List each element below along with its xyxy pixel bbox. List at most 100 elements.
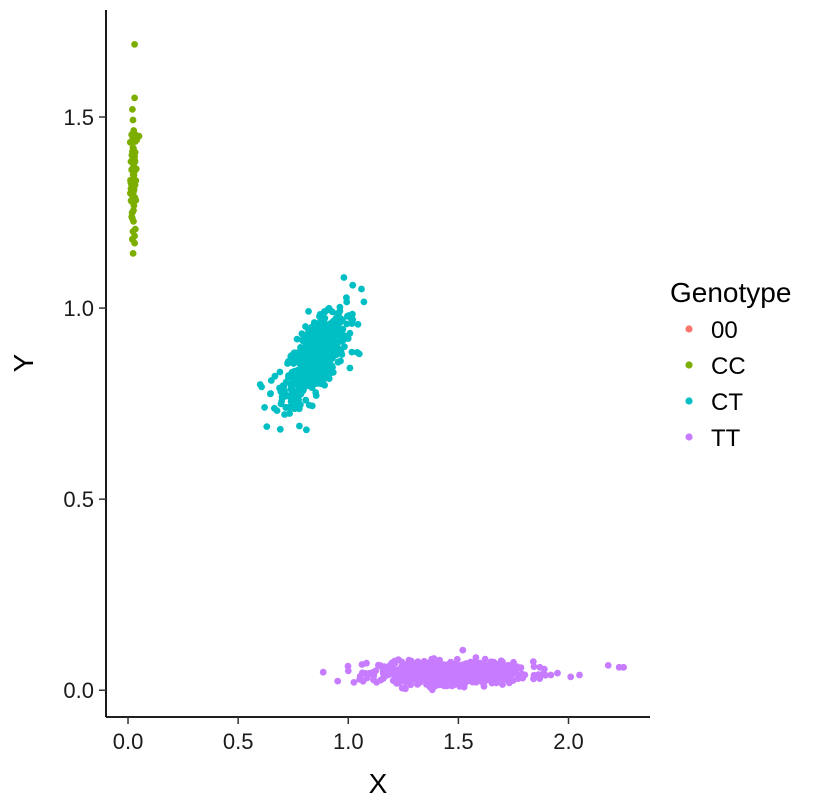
data-point-ct: [332, 343, 340, 350]
legend-title: Genotype: [670, 277, 791, 308]
data-point-ct: [355, 350, 363, 358]
data-point-tt: [440, 679, 447, 686]
data-point-ct: [285, 393, 293, 400]
data-point-ct: [327, 355, 335, 363]
data-point-ct: [339, 325, 347, 333]
legend: Genotype 00 CC CT TT: [670, 277, 791, 452]
data-point-ct: [338, 331, 345, 338]
data-point-ct: [343, 294, 350, 302]
y-ticks: 0.0 0.5 1.0 1.5: [63, 105, 106, 703]
data-point-cc: [129, 250, 137, 257]
data-point-ct: [287, 385, 295, 393]
data-point-ct: [256, 381, 264, 388]
data-point-tt: [319, 668, 327, 676]
data-point-tt: [402, 665, 410, 673]
data-point-tt: [452, 662, 460, 670]
data-point-tt: [477, 672, 484, 680]
data-point-tt: [377, 676, 384, 684]
data-point-ct: [354, 320, 362, 328]
data-point-tt: [381, 667, 389, 675]
data-point-cc: [130, 202, 138, 209]
data-point-ct: [334, 321, 342, 329]
data-point-ct: [293, 335, 301, 343]
data-point-ct: [332, 351, 340, 359]
data-point-ct: [295, 378, 303, 386]
data-point-ct: [309, 368, 316, 375]
data-point-tt: [510, 658, 517, 666]
data-point-tt: [396, 676, 404, 684]
data-point-tt: [364, 670, 371, 678]
data-point-ct: [328, 331, 336, 338]
data-point-ct: [276, 368, 284, 376]
data-point-ct: [308, 402, 316, 410]
data-point-ct: [336, 303, 344, 311]
data-point-ct: [291, 349, 299, 357]
data-point-tt: [453, 655, 461, 663]
data-point-cc: [132, 165, 140, 173]
data-point-ct: [305, 308, 312, 315]
data-point-tt: [490, 662, 498, 670]
data-point-tt: [363, 659, 370, 667]
data-point-ct: [276, 425, 284, 433]
data-point-ct: [312, 392, 320, 399]
data-point-ct: [329, 369, 337, 376]
data-point-ct: [282, 403, 290, 411]
data-point-tt: [394, 671, 402, 679]
data-point-ct: [301, 364, 309, 372]
data-point-ct: [343, 320, 351, 328]
data-point-tt: [488, 679, 496, 687]
x-tick-label: 1.0: [333, 729, 364, 754]
data-point-ct: [341, 343, 348, 351]
x-tick-label: 1.5: [443, 729, 474, 754]
data-point-tt: [445, 673, 453, 681]
data-point-ct: [286, 410, 293, 417]
data-point-tt: [484, 664, 492, 672]
data-point-tt: [391, 660, 399, 667]
data-point-tt: [377, 662, 385, 670]
data-point-ct: [294, 357, 302, 364]
legend-key-cc: [685, 361, 693, 369]
data-point-tt: [359, 677, 367, 685]
data-point-tt: [505, 679, 513, 687]
data-point-ct: [263, 423, 271, 430]
data-point-tt: [429, 668, 437, 675]
data-point-tt: [512, 670, 520, 677]
data-point-tt: [452, 669, 460, 677]
data-point-cc: [131, 94, 139, 102]
data-point-tt: [432, 682, 439, 690]
data-point-tt: [499, 681, 506, 688]
data-point-ct: [309, 340, 317, 348]
data-point-ct: [310, 325, 318, 333]
data-point-ct: [303, 426, 310, 434]
legend-key-00: [685, 325, 693, 333]
legend-key-tt: [685, 433, 693, 441]
data-point-cc: [129, 116, 137, 124]
data-point-ct: [334, 358, 342, 366]
data-point-ct: [277, 400, 285, 408]
data-point-ct: [294, 366, 302, 374]
data-point-tt: [518, 671, 525, 679]
data-point-ct: [314, 354, 322, 361]
data-point-ct: [349, 281, 357, 289]
data-point-ct: [273, 407, 281, 414]
data-point-tt: [436, 656, 443, 664]
data-point-tt: [402, 685, 409, 693]
y-tick-label: 1.0: [63, 296, 94, 321]
data-point-tt: [466, 671, 474, 679]
y-tick-label: 1.5: [63, 105, 94, 130]
data-point-ct: [320, 317, 328, 325]
data-point-ct: [317, 380, 325, 388]
data-point-tt: [481, 655, 489, 663]
data-point-ct: [336, 315, 344, 323]
x-tick-label: 0.0: [113, 729, 144, 754]
x-tick-label: 2.0: [553, 729, 584, 754]
data-point-ct: [327, 322, 335, 330]
data-point-cc: [135, 132, 143, 140]
data-point-ct: [318, 337, 325, 345]
data-point-ct: [271, 372, 279, 380]
data-point-tt: [536, 675, 544, 682]
data-point-ct: [329, 308, 336, 316]
data-point-tt: [604, 662, 612, 669]
data-point-ct: [308, 376, 316, 384]
